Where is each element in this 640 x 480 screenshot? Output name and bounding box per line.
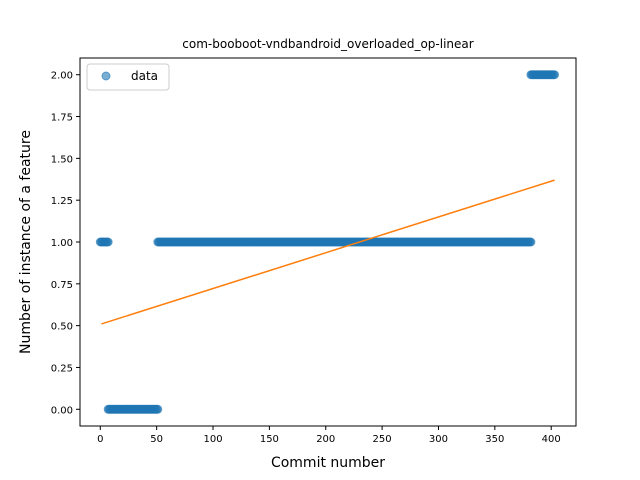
x-tick-label: 400 [542, 434, 561, 445]
x-tick-label: 100 [203, 434, 222, 445]
legend-label-data: data [131, 69, 158, 83]
data-point [550, 70, 560, 80]
legend: data [86, 63, 170, 91]
x-axis-label: Commit number [271, 455, 385, 471]
y-tick-label: 1.75 [51, 113, 73, 124]
y-tick-label: 0.50 [51, 322, 73, 333]
data-point [153, 404, 163, 414]
x-tick-label: 250 [373, 434, 392, 445]
plot-area [95, 70, 560, 414]
x-tick-label: 300 [429, 434, 448, 445]
legend-marker-data [101, 71, 111, 81]
x-tick-label: 0 [97, 434, 103, 445]
y-axis-label: Number of instance of a feature [18, 130, 34, 354]
x-tick-label: 50 [150, 434, 163, 445]
y-tick-label: 2.00 [51, 71, 73, 82]
x-tick-label: 200 [316, 434, 335, 445]
y-tick-label: 0.75 [51, 280, 73, 291]
y-tick-label: 1.50 [51, 154, 73, 165]
fit-line [101, 179, 555, 325]
data-point [526, 237, 536, 247]
chart-title: com-booboot-vndbandroid_overloaded_op-li… [182, 37, 473, 51]
y-tick-label: 1.00 [51, 238, 73, 249]
data-point [103, 237, 113, 247]
y-tick-label: 0.25 [51, 363, 73, 374]
x-tick-label: 150 [260, 434, 279, 445]
y-tick-label: 1.25 [51, 196, 73, 207]
axes: 0 50 100 150 200 250 300 350 400 0.00 0.25 0.50 0.75… [51, 57, 577, 445]
legend-box [86, 63, 170, 91]
x-tick-label: 350 [485, 434, 504, 445]
y-tick-label: 0.00 [51, 405, 73, 416]
